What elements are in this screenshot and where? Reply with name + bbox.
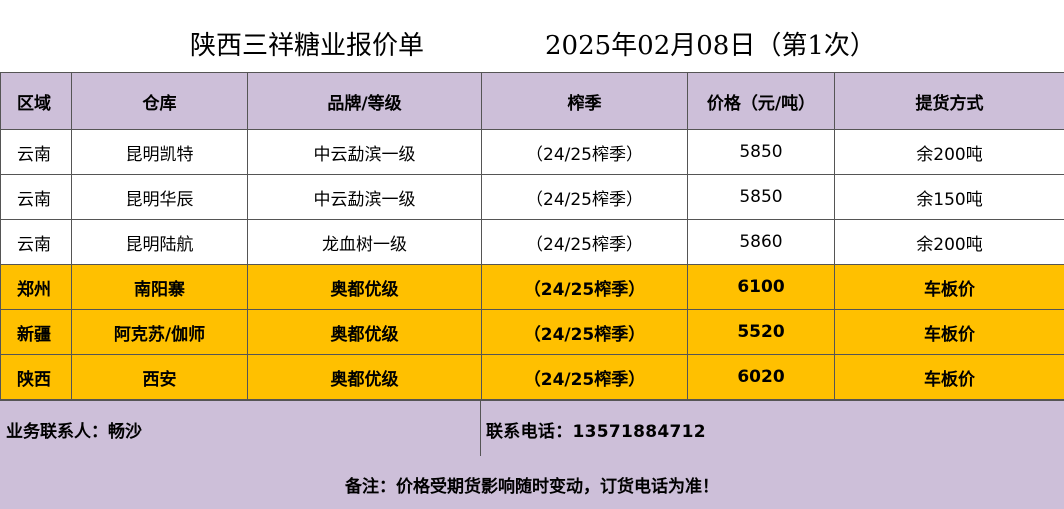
cell-warehouse: 昆明凯特 <box>71 129 248 175</box>
cell-brand-grade: 奥都优级 <box>247 354 482 400</box>
header-warehouse: 仓库 <box>71 72 248 130</box>
price-table: 区域 仓库 品牌/等级 榨季 价格（元/吨） 提货方式 云南 昆明凯特 中云勐滨… <box>0 72 1064 400</box>
cell-region: 郑州 <box>0 264 72 310</box>
cell-delivery: 余200吨 <box>834 219 1064 265</box>
cell-brand-grade: 奥都优级 <box>247 264 482 310</box>
table-row: 新疆 阿克苏/伽师 奥都优级 （24/25榨季） 5520 车板价 <box>0 309 1064 355</box>
contact-row: 业务联系人：畅沙 联系电话：13571884712 <box>0 400 1064 457</box>
cell-price: 6100 <box>687 264 835 310</box>
table-row: 云南 昆明陆航 龙血树一级 （24/25榨季） 5860 余200吨 <box>0 219 1064 265</box>
cell-warehouse: 西安 <box>71 354 248 400</box>
cell-season: （24/25榨季） <box>481 174 688 220</box>
cell-delivery: 余200吨 <box>834 129 1064 175</box>
cell-region: 新疆 <box>0 309 72 355</box>
cell-price: 5860 <box>687 219 835 265</box>
cell-season: （24/25榨季） <box>481 219 688 265</box>
table-row: 郑州 南阳寨 奥都优级 （24/25榨季） 6100 车板价 <box>0 264 1064 310</box>
contact-phone: 联系电话：13571884712 <box>486 422 706 442</box>
cell-warehouse: 南阳寨 <box>71 264 248 310</box>
cell-price: 6020 <box>687 354 835 400</box>
sheet-title: 陕西三祥糖业报价单 <box>190 31 425 61</box>
contact-divider <box>480 401 481 456</box>
note-row: 备注：价格受期货影响随时变动，订货电话为准！ <box>0 456 1064 509</box>
title-bar: 陕西三祥糖业报价单 2025年02月08日（第1次） <box>0 8 1064 72</box>
table-header-row: 区域 仓库 品牌/等级 榨季 价格（元/吨） 提货方式 <box>0 72 1064 130</box>
table-row: 云南 昆明华辰 中云勐滨一级 （24/25榨季） 5850 余150吨 <box>0 174 1064 220</box>
cell-season: （24/25榨季） <box>481 264 688 310</box>
contact-person: 业务联系人：畅沙 <box>6 422 142 442</box>
cell-region: 云南 <box>0 129 72 175</box>
cell-region: 云南 <box>0 219 72 265</box>
header-delivery: 提货方式 <box>834 72 1064 130</box>
cell-delivery: 车板价 <box>834 354 1064 400</box>
cell-price: 5850 <box>687 174 835 220</box>
cell-region: 云南 <box>0 174 72 220</box>
cell-brand-grade: 中云勐滨一级 <box>247 129 482 175</box>
header-region: 区域 <box>0 72 72 130</box>
table-row: 陕西 西安 奥都优级 （24/25榨季） 6020 车板价 <box>0 354 1064 400</box>
cell-price: 5520 <box>687 309 835 355</box>
sheet-date: 2025年02月08日（第1次） <box>545 31 876 61</box>
cell-brand-grade: 奥都优级 <box>247 309 482 355</box>
cell-delivery: 车板价 <box>834 309 1064 355</box>
cell-price: 5850 <box>687 129 835 175</box>
cell-brand-grade: 龙血树一级 <box>247 219 482 265</box>
top-strip <box>0 0 1064 8</box>
header-brand-grade: 品牌/等级 <box>247 72 482 130</box>
cell-season: （24/25榨季） <box>481 129 688 175</box>
table-row: 云南 昆明凯特 中云勐滨一级 （24/25榨季） 5850 余200吨 <box>0 129 1064 175</box>
cell-warehouse: 阿克苏/伽师 <box>71 309 248 355</box>
header-price: 价格（元/吨） <box>687 72 835 130</box>
cell-season: （24/25榨季） <box>481 309 688 355</box>
cell-brand-grade: 中云勐滨一级 <box>247 174 482 220</box>
cell-region: 陕西 <box>0 354 72 400</box>
cell-warehouse: 昆明陆航 <box>71 219 248 265</box>
cell-warehouse: 昆明华辰 <box>71 174 248 220</box>
note-text: 备注：价格受期货影响随时变动，订货电话为准！ <box>345 477 719 497</box>
header-season: 榨季 <box>481 72 688 130</box>
cell-delivery: 车板价 <box>834 264 1064 310</box>
cell-delivery: 余150吨 <box>834 174 1064 220</box>
cell-season: （24/25榨季） <box>481 354 688 400</box>
